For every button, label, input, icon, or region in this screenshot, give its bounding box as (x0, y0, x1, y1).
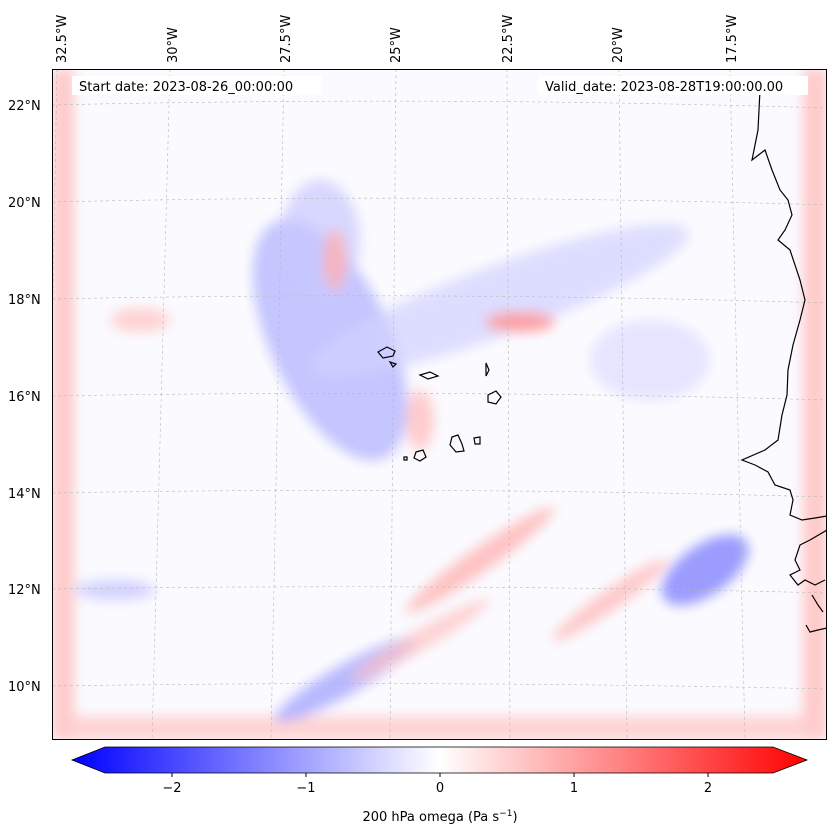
island-santiago (449, 434, 465, 453)
colorbar-tick-label: −1 (296, 781, 315, 796)
lon-label: 25°W (389, 27, 404, 63)
gridlines (52, 69, 827, 740)
omega-neg-east (661, 534, 749, 606)
omega-pos-west (110, 308, 170, 332)
colorbar-body (70, 746, 809, 774)
omega-pos-center (485, 312, 555, 332)
africa-coastline (740, 89, 827, 633)
omega-edge-right (803, 69, 827, 740)
omega-neg-upper-band (311, 224, 689, 376)
colorbar-title-sup: −1 (499, 809, 512, 819)
lat-label: 14°N (8, 487, 41, 502)
island-sao-vicente (388, 360, 398, 368)
colorbar-tick-label: −2 (162, 781, 181, 796)
lon-label: 17.5°W (725, 15, 740, 63)
lat-label: 12°N (8, 583, 41, 598)
island-fogo (413, 449, 427, 462)
omega-edge-left (52, 69, 74, 740)
map-panel (52, 69, 827, 740)
colorbar-tick-label: 0 (436, 781, 444, 796)
island-maio (473, 436, 481, 445)
colorbar-title-close: ) (512, 810, 517, 825)
island-sao-nicolau (418, 371, 440, 380)
lon-label: 27.5°W (279, 15, 294, 63)
lon-label: 30°W (166, 27, 181, 63)
header-box-left: Start date: 2023-08-26_00:00:00 (72, 76, 322, 95)
colorbar-tick-label: 2 (704, 781, 712, 796)
lat-label: 10°N (8, 680, 41, 695)
island-brava (403, 456, 408, 461)
lon-label: 20°W (611, 27, 626, 63)
omega-neg-northeast (590, 320, 710, 400)
colorbar: −2 −1 0 1 2 200 hPa omega (Pa s−1) (70, 746, 809, 825)
lat-label: 18°N (8, 293, 41, 308)
map-frame (52, 69, 827, 740)
colorbar-tick-label: 1 (570, 781, 578, 796)
coastline (377, 89, 827, 633)
header-box-right: Valid_date: 2023-08-28T19:00:00.00 (538, 76, 808, 95)
omega-pos-south-streak-2 (552, 559, 668, 641)
lat-label: 22°N (8, 99, 41, 114)
lon-label: 32.5°W (55, 15, 70, 63)
omega-pos-south-streak-1 (405, 507, 555, 613)
start-date-text: Start date: 2023-08-26_00:00:00 (79, 80, 293, 95)
lon-label: 22.5°W (501, 15, 516, 63)
omega-field (52, 69, 827, 740)
latitude-labels: 22°N 20°N 18°N 16°N 14°N 12°N 10°N (8, 99, 41, 695)
island-sal (485, 362, 490, 377)
island-santo-antao (377, 346, 396, 359)
valid-date-text: Valid_date: 2023-08-28T19:00:00.00 (545, 80, 783, 95)
omega-pos-center-west (406, 390, 434, 450)
colorbar-title: 200 hPa omega (Pa s−1) (362, 809, 517, 825)
colorbar-title-main: 200 hPa omega (Pa s (362, 810, 499, 825)
omega-pos-north (323, 230, 347, 290)
omega-pos-south-streak-3 (350, 599, 490, 681)
omega-edge-bottom (52, 716, 827, 740)
lat-label: 20°N (8, 196, 41, 211)
lat-label: 16°N (8, 390, 41, 405)
longitude-labels: 32.5°W 30°W 27.5°W 25°W 22.5°W 20°W 17.5… (55, 15, 740, 63)
omega-neg-west (75, 580, 155, 600)
island-boa-vista (487, 390, 502, 405)
